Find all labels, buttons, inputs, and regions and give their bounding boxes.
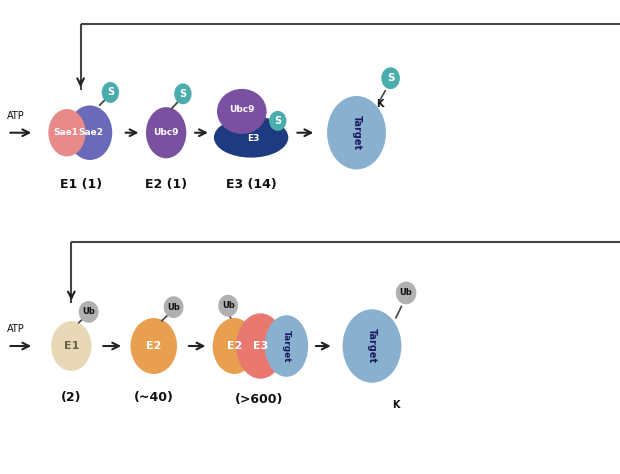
Text: Target: Target: [352, 115, 361, 150]
Ellipse shape: [79, 301, 99, 323]
Ellipse shape: [68, 106, 112, 160]
Text: E1: E1: [64, 341, 79, 351]
Text: Ub: Ub: [167, 303, 180, 311]
Text: Ub: Ub: [82, 308, 95, 316]
Ellipse shape: [146, 107, 186, 158]
Text: Sae1: Sae1: [54, 128, 79, 137]
Text: K: K: [392, 400, 399, 410]
Text: E3: E3: [253, 341, 268, 351]
Text: K: K: [376, 99, 383, 109]
Text: E3 (14): E3 (14): [226, 178, 277, 191]
Ellipse shape: [381, 67, 400, 89]
Text: S: S: [387, 73, 394, 83]
Ellipse shape: [164, 296, 184, 318]
Text: Ub: Ub: [222, 301, 234, 310]
Ellipse shape: [396, 282, 417, 304]
Text: Ub: Ub: [400, 289, 412, 297]
Text: S: S: [274, 116, 281, 126]
Text: (2): (2): [61, 391, 82, 404]
Ellipse shape: [48, 109, 86, 156]
Text: S: S: [179, 89, 187, 99]
Ellipse shape: [218, 295, 238, 317]
Text: Sae2: Sae2: [79, 128, 104, 137]
Ellipse shape: [265, 315, 308, 377]
Ellipse shape: [236, 313, 285, 379]
Ellipse shape: [269, 111, 286, 131]
Ellipse shape: [51, 321, 92, 371]
Text: Target: Target: [367, 328, 377, 364]
Ellipse shape: [213, 318, 256, 374]
Text: (~40): (~40): [134, 391, 174, 404]
Text: E2 (1): E2 (1): [145, 178, 187, 191]
Ellipse shape: [102, 82, 119, 103]
Text: E1 (1): E1 (1): [60, 178, 102, 191]
Text: E2: E2: [227, 341, 242, 351]
Text: S: S: [107, 87, 114, 98]
Ellipse shape: [327, 96, 386, 170]
Text: E3: E3: [247, 134, 259, 143]
Ellipse shape: [130, 318, 177, 374]
Text: ATP: ATP: [7, 111, 24, 121]
Text: E2: E2: [146, 341, 161, 351]
Ellipse shape: [217, 89, 267, 134]
Ellipse shape: [342, 310, 402, 383]
Text: Ubc9: Ubc9: [153, 128, 179, 137]
Ellipse shape: [214, 118, 288, 158]
Ellipse shape: [174, 83, 192, 104]
Text: Ubc9: Ubc9: [229, 106, 255, 114]
Text: Target: Target: [282, 330, 291, 362]
Text: ATP: ATP: [7, 324, 24, 334]
Text: (>600): (>600): [235, 393, 283, 406]
